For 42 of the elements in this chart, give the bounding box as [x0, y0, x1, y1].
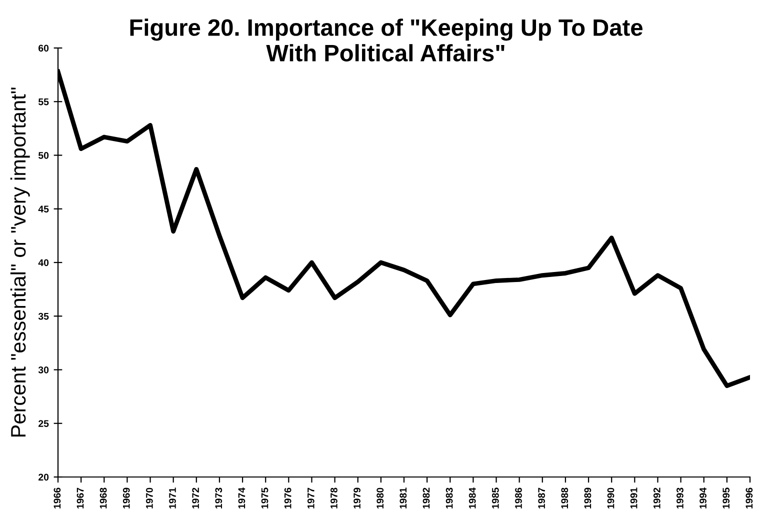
x-tick-label: 1983	[446, 488, 453, 508]
x-tick-label: 1967	[76, 488, 84, 508]
x-tick-label: 1989	[584, 488, 592, 508]
x-tick-label: 1987	[538, 488, 546, 508]
x-tick-label: 1985	[492, 488, 499, 508]
y-tick-label: 35	[38, 312, 49, 320]
x-tick-label: 1992	[653, 488, 660, 508]
x-tick-label: 1984	[468, 487, 476, 508]
x-tick-label: 1993	[676, 488, 684, 508]
x-tick-label: 1979	[354, 488, 360, 508]
x-tick-label: 1968	[100, 488, 107, 508]
y-tick-label: 50	[38, 152, 49, 159]
x-tick-label: 1981	[400, 488, 407, 508]
x-tick-label: 1995	[722, 488, 730, 508]
x-tick-label: 1973	[215, 488, 222, 508]
y-tick-label: 40	[38, 259, 49, 266]
x-tick-label: 1966	[54, 488, 61, 508]
x-tick-label: 1977	[307, 488, 314, 508]
y-tick-label: 25	[38, 420, 49, 427]
x-tick-label: 1990	[607, 488, 614, 508]
x-tick-label: 1982	[422, 488, 430, 508]
x-tick-label: 1994	[700, 487, 706, 508]
x-tick-label: 1976	[284, 488, 292, 508]
y-tick-label: 30	[38, 366, 49, 374]
x-tick-label: 1988	[561, 488, 568, 508]
y-tick-label: 55	[38, 98, 49, 106]
x-tick-label: 1980	[376, 488, 384, 508]
x-tick-label: 1974	[238, 487, 246, 508]
y-axis-title: Percent "essential" or "very important"	[10, 88, 30, 437]
chart-title: Figure 20. Importance of "Keeping Up To Date With Political Affairs"	[130, 18, 642, 62]
y-tick-label: 60	[38, 44, 49, 52]
x-tick-label: 1975	[261, 488, 268, 508]
x-tick-label: 1986	[515, 488, 522, 508]
x-tick-label: 1971	[169, 488, 176, 508]
y-tick-label: 45	[38, 206, 49, 212]
x-tick-label: 1996	[746, 488, 753, 508]
x-tick-label: 1972	[192, 488, 200, 508]
x-tick-label: 1969	[122, 488, 130, 508]
y-tick-label: 20	[38, 474, 49, 481]
x-tick-label: 1991	[630, 488, 638, 508]
x-tick-label: 1970	[146, 488, 153, 508]
x-tick-label: 1978	[330, 488, 338, 508]
